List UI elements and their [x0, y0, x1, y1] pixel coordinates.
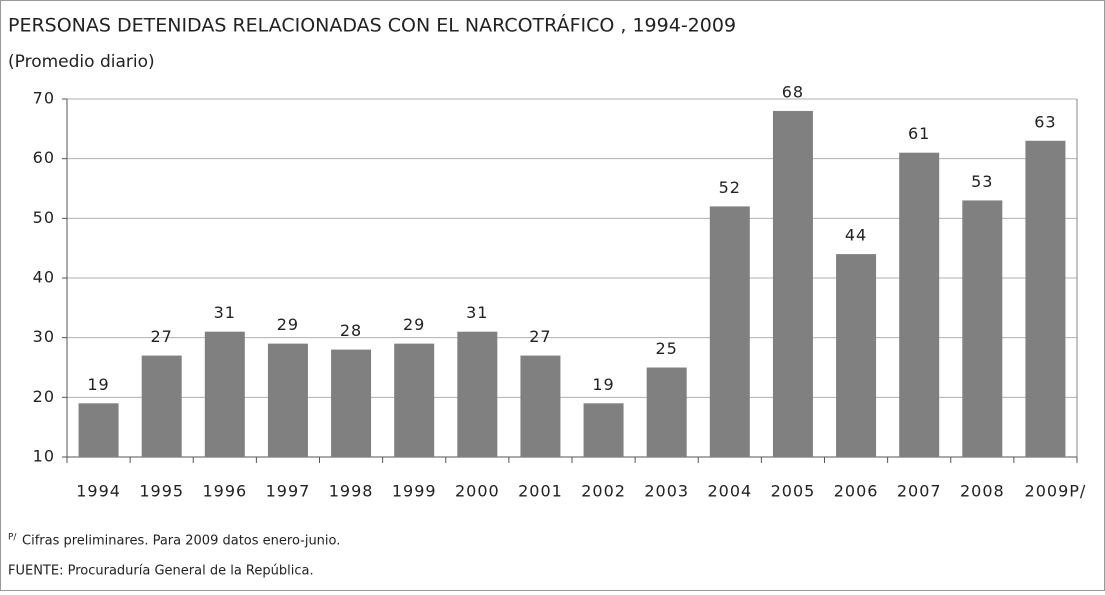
- value-label: 28: [340, 321, 362, 340]
- value-label: 27: [529, 327, 551, 346]
- bar: [899, 152, 940, 457]
- value-label: 68: [782, 82, 804, 101]
- chart-title: PERSONAS DETENIDAS RELACIONADAS CON EL N…: [8, 14, 736, 37]
- x-tick-label: 2002: [581, 482, 626, 501]
- source: FUENTE: Procuraduría General de la Repúb…: [8, 564, 314, 579]
- bar: [709, 206, 750, 457]
- x-tick-label: 2001: [518, 482, 563, 501]
- bar: [267, 343, 308, 457]
- x-tick-label: 2009P/: [1025, 482, 1087, 501]
- bar: [520, 355, 561, 457]
- y-tick-label: 30: [33, 327, 55, 346]
- bar: [1025, 140, 1066, 457]
- y-tick-label: 70: [33, 89, 55, 108]
- bar: [394, 343, 435, 457]
- x-tick-label: 1994: [76, 482, 121, 501]
- value-label: 31: [466, 303, 488, 322]
- bar: [204, 331, 245, 457]
- x-tick-label: 2004: [707, 482, 752, 501]
- x-tick-label: 1998: [329, 482, 374, 501]
- y-tick-label: 10: [33, 447, 55, 466]
- bar: [331, 349, 372, 457]
- value-label: 52: [719, 178, 741, 197]
- value-label: 61: [908, 124, 930, 143]
- value-label: 25: [656, 339, 678, 358]
- x-tick-label: 2008: [960, 482, 1005, 501]
- value-label: 19: [592, 375, 614, 394]
- bar: [772, 110, 813, 457]
- bar: [962, 200, 1003, 457]
- value-label: 29: [403, 315, 425, 334]
- x-tick-label: 2000: [455, 482, 500, 501]
- bar: [141, 355, 182, 457]
- footnote-marker: P/: [8, 533, 17, 543]
- x-tick-label: 1996: [202, 482, 247, 501]
- value-label: 53: [971, 172, 993, 191]
- value-label: 44: [845, 226, 867, 245]
- x-tick-label: 2007: [897, 482, 942, 501]
- value-label: 63: [1034, 112, 1056, 131]
- bar: [583, 403, 624, 457]
- bar: [836, 254, 877, 457]
- chart-subtitle: (Promedio diario): [8, 52, 155, 72]
- value-label: 27: [151, 327, 173, 346]
- x-tick-label: 1997: [266, 482, 311, 501]
- x-tick-label: 1995: [139, 482, 184, 501]
- bar: [457, 331, 498, 457]
- value-label: 29: [277, 315, 299, 334]
- y-tick-label: 60: [33, 148, 55, 167]
- bar: [78, 403, 119, 457]
- x-tick-label: 1999: [392, 482, 437, 501]
- x-tick-label: 2006: [834, 482, 879, 501]
- x-tick-label: 2005: [771, 482, 816, 501]
- footnote: Cifras preliminares. Para 2009 datos ene…: [22, 534, 340, 549]
- y-tick-label: 50: [33, 208, 55, 227]
- x-tick-label: 2003: [644, 482, 689, 501]
- value-label: 31: [214, 303, 236, 322]
- y-tick-label: 40: [33, 268, 55, 287]
- y-tick-label: 20: [33, 387, 55, 406]
- value-label: 19: [87, 375, 109, 394]
- bar: [646, 367, 687, 457]
